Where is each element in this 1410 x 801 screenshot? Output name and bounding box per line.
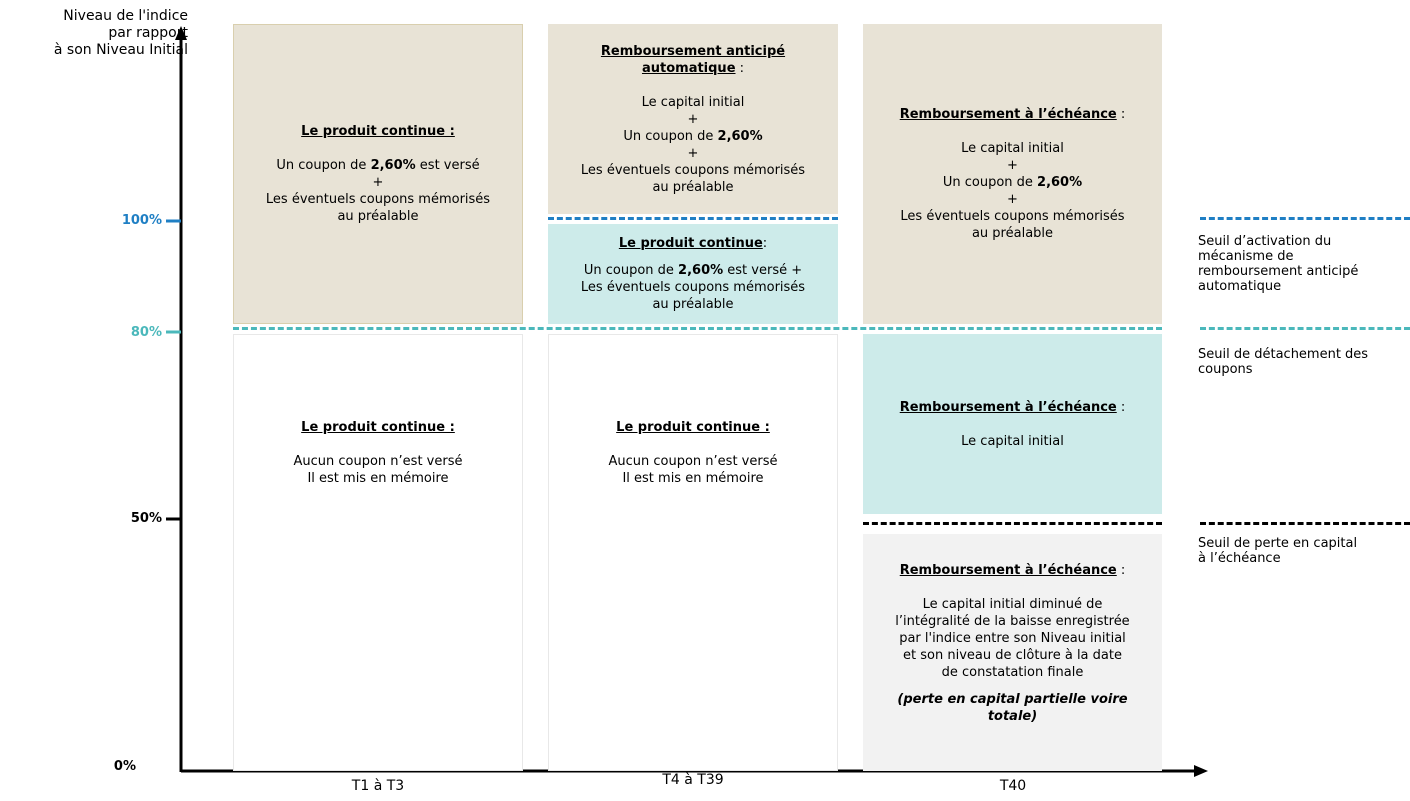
y-axis-title: Niveau de l'indice par rapport à son Niv… xyxy=(53,8,188,58)
threshold-capital-loss-label: Seuil de perte en capital à l’échéance xyxy=(1198,536,1358,566)
threshold-100-line-t4 xyxy=(548,217,838,220)
threshold-50-line-legend xyxy=(1200,522,1410,525)
threshold-100-line-legend xyxy=(1200,217,1410,220)
cell-t4-below-80: Le produit continue : Aucun coupon n’est… xyxy=(548,334,838,771)
cell-t1-below-80: Le produit continue : Aucun coupon n’est… xyxy=(233,334,523,771)
threshold-50-line xyxy=(863,522,1162,525)
cell-t4-80-100: Le produit continue: Un coupon de 2,60% … xyxy=(548,224,838,324)
tick-label-100: 100% xyxy=(121,213,162,228)
tick-label-50: 50% xyxy=(130,511,162,526)
y-axis-arrow xyxy=(175,26,187,40)
threshold-80-line xyxy=(233,327,1162,330)
cell-t4-above-100: Remboursement anticipé automatique : Le … xyxy=(548,24,838,214)
tick-label-0: 0% xyxy=(113,759,136,774)
tick-label-80: 80% xyxy=(130,325,162,340)
cell-t40-above-80: Remboursement à l’échéance : Le capital … xyxy=(863,24,1162,324)
cell-t40-below-50: Remboursement à l’échéance : Le capital … xyxy=(863,534,1162,771)
x-label-t40: T40 xyxy=(999,778,1027,794)
threshold-80-line-legend xyxy=(1200,327,1410,330)
threshold-early-redemption-label: Seuil d’activation du mécanisme de rembo… xyxy=(1198,234,1359,294)
cell-t40-50-80: Remboursement à l’échéance : Le capital … xyxy=(863,334,1162,514)
x-label-t4-t39: T4 à T39 xyxy=(662,772,724,788)
threshold-coupon-label: Seuil de détachement des coupons xyxy=(1198,347,1369,377)
x-label-t1-t3: T1 à T3 xyxy=(351,778,405,794)
cell-t1-above-80: Le produit continue : Un coupon de 2,60%… xyxy=(233,24,523,324)
x-axis-arrow xyxy=(1194,765,1208,777)
